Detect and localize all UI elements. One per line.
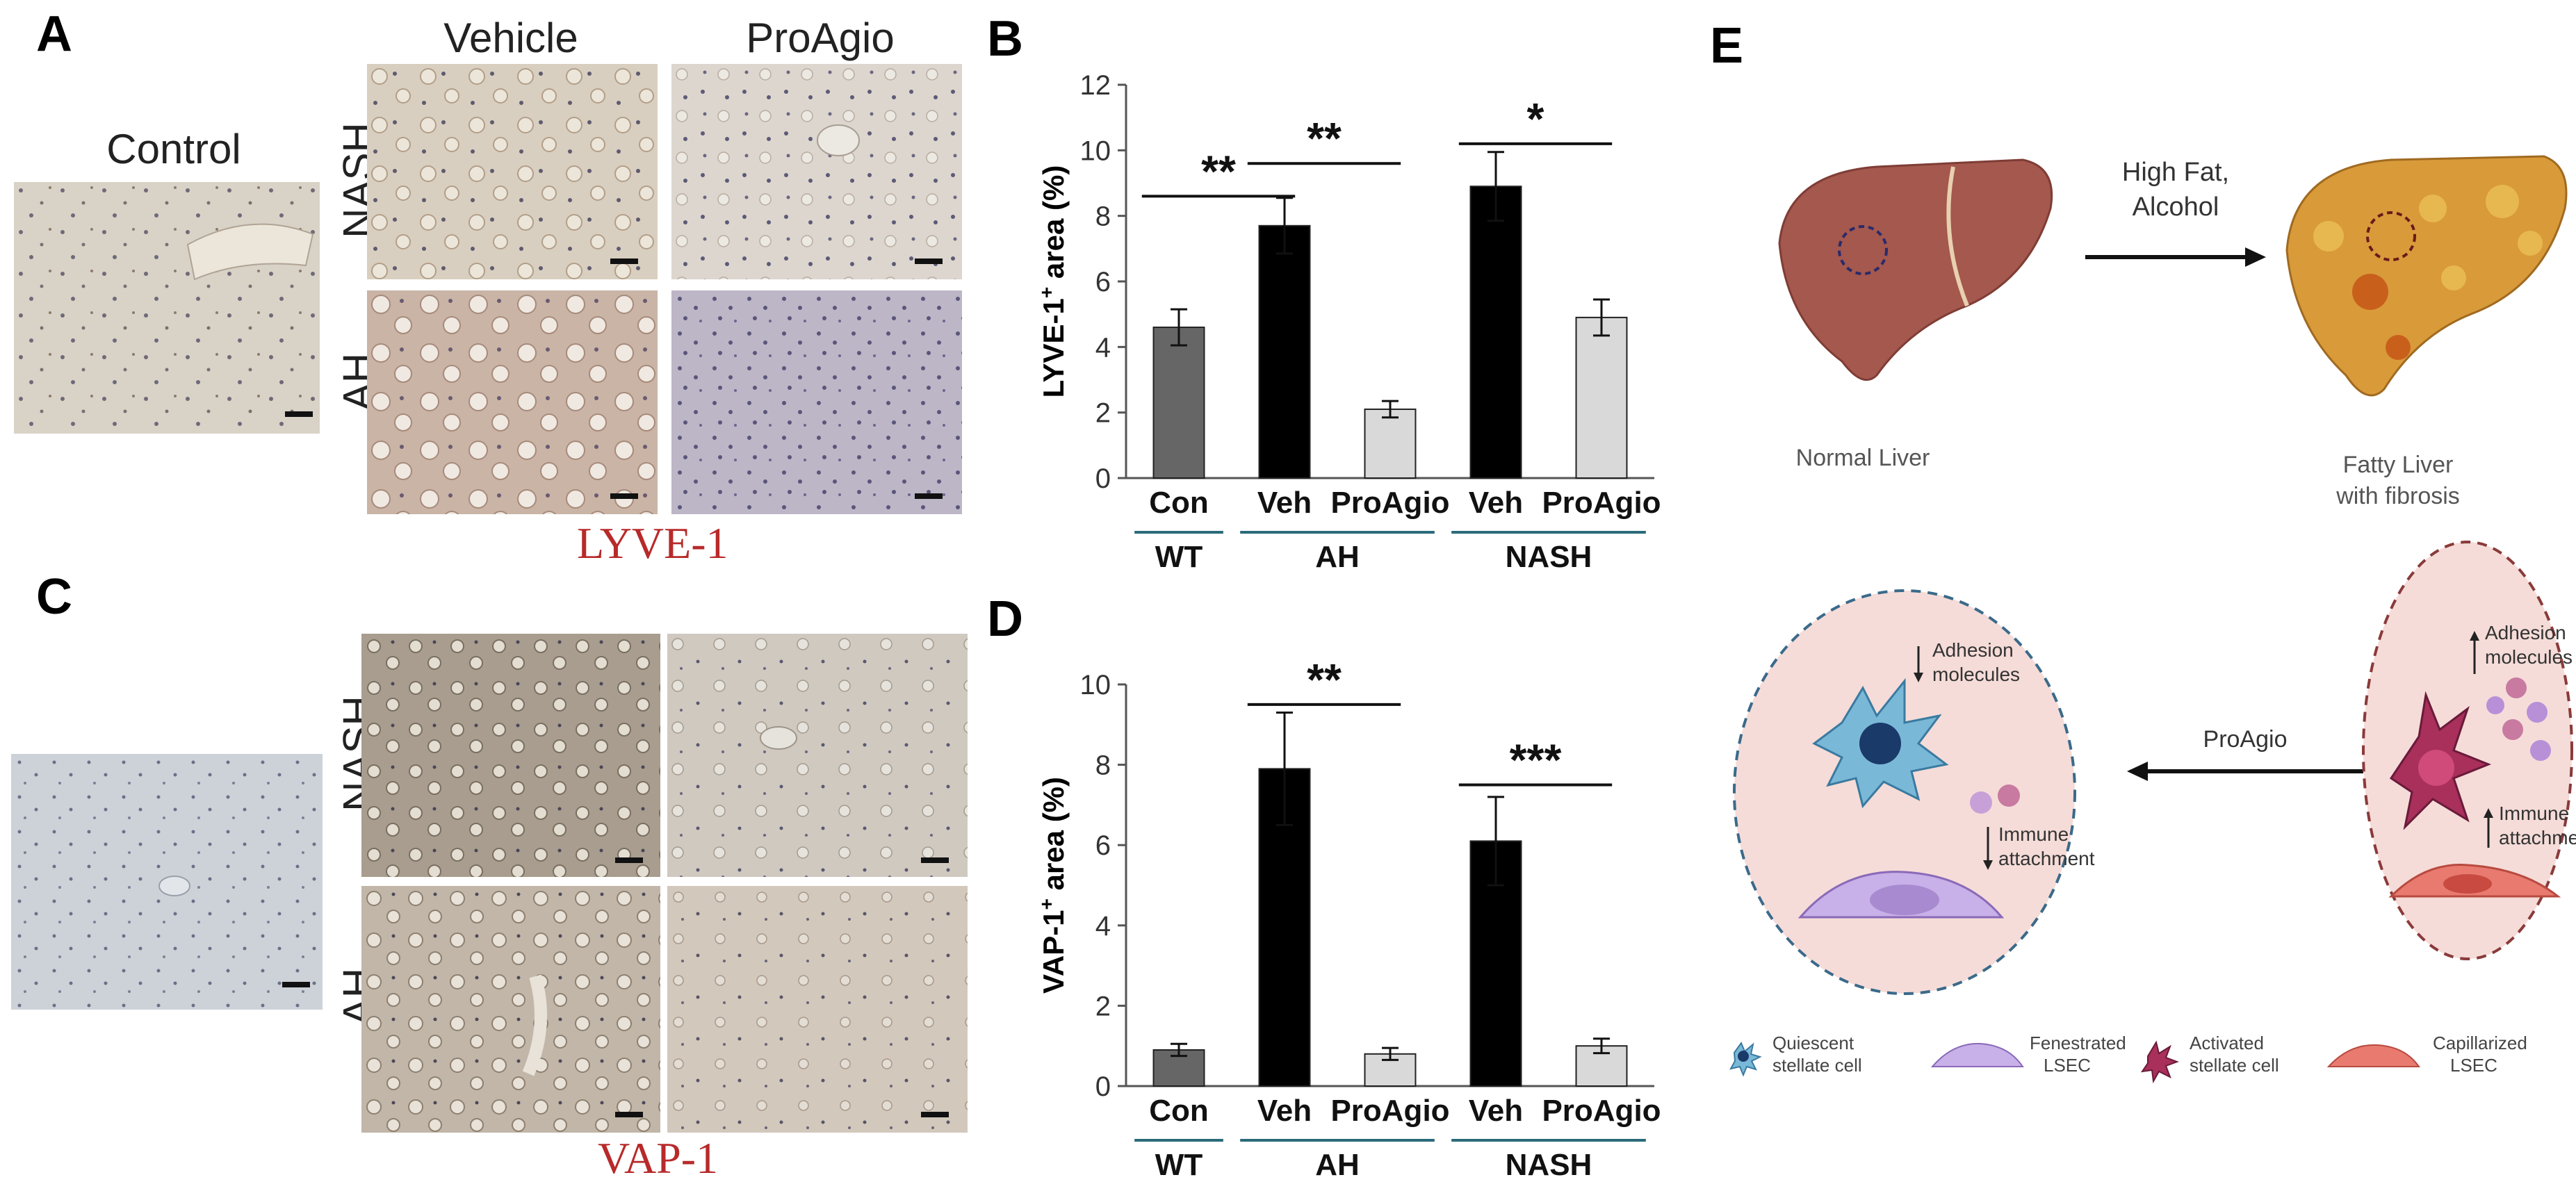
right-adhesion-line2: molecules [2485,646,2573,668]
y-tick-label: 6 [1095,267,1111,297]
svg-text:Capillarized: Capillarized [2433,1033,2527,1053]
schematic-e: E Normal Liver High Fat, Alcohol Fatty L… [1703,18,2576,1188]
category-label-0: Con [1149,1094,1209,1128]
y-tick-label: 0 [1095,1071,1111,1102]
category-label-3: Veh [1469,1094,1523,1128]
right-immune-line1: Immune [2499,803,2569,824]
significance-label-1: ** [1307,113,1342,163]
panel-letter-a: A [36,6,72,62]
legend-capillarized: Capillarized LSEC [2326,1033,2527,1076]
panel-letter-d: D [987,591,1023,647]
y-tick-label: 4 [1095,911,1111,942]
micrograph-lyve1-nash-proagio [671,64,962,279]
right-immune-line2: attachment [2499,827,2576,848]
legend-quiescent: Quiescent stellate cell [1729,1033,1862,1077]
left-adhesion-line1: Adhesion [1932,639,2014,661]
significance-label-1: *** [1510,735,1562,785]
proagio-column-title: ProAgio [746,15,895,61]
y-axis-label: VAP-1+ area (%) [1036,777,1070,994]
bar-0 [1152,327,1205,479]
stain-label-lyve1: LYVE-1 [577,518,728,568]
svg-text:stellate cell: stellate cell [1772,1055,1862,1076]
y-tick-label: 2 [1095,991,1111,1021]
chart-d: D 0 2 4 6 8 10 VAP-1+ area (%) Con Veh ProAgio Veh P… [987,577,1682,1188]
left-immune-line2: attachment [1998,848,2095,869]
micrograph-vap1-control [11,754,323,1010]
bar-3 [1469,186,1522,479]
svg-text:Quiescent: Quiescent [1772,1033,1854,1053]
micrograph-vap1-nash-vehicle [361,634,660,877]
y-tick-label: 6 [1095,830,1111,861]
micrograph-lyve1-control [14,182,320,434]
proagio-arrow-label: ProAgio [2203,726,2288,753]
arrow1-label-line2: Alcohol [2133,192,2219,222]
category-label-1: Veh [1257,486,1312,520]
micrograph-lyve1-ah-proagio [671,290,962,514]
y-tick-label: 2 [1095,398,1111,429]
activated-stellate-cell-icon [2389,691,2492,830]
group-label-2: NASH [1506,1148,1592,1182]
y-tick-label: 12 [1080,70,1111,101]
bar-1 [1258,224,1311,479]
svg-text:stellate cell: stellate cell [2190,1055,2279,1076]
category-label-0: Con [1149,486,1209,520]
left-immune-line1: Immune [1998,823,2069,845]
fatty-liver-icon [2285,155,2568,397]
right-adhesion-line1: Adhesion [2485,622,2566,643]
y-tick-label: 0 [1095,463,1111,494]
y-tick-label: 10 [1080,670,1111,700]
svg-text:Fenestrated: Fenestrated [2030,1033,2126,1053]
chart-b: B 0 2 4 6 8 10 12 LYVE-1+ area (%) Con Veh ProAgio V… [987,0,1682,574]
micrograph-lyve1-ah-vehicle [367,290,658,514]
group-label-0: WT [1155,540,1203,574]
y-tick-label: 4 [1095,332,1111,363]
significance-label-0: ** [1307,655,1342,705]
svg-text:Activated: Activated [2190,1033,2264,1053]
micrograph-lyve1-nash-vehicle [367,64,658,279]
arrow1-label-line1: High Fat, [2122,158,2229,187]
bar-4 [1575,316,1628,479]
y-axis-label: LYVE-1+ area (%) [1036,165,1070,398]
group-label-2: NASH [1506,540,1592,574]
fatty-liver-label-line2: with fibrosis [2335,483,2460,509]
capillarized-lsec-icon [2388,864,2561,898]
fenestrated-lsec-icon [1798,871,2005,919]
panel-letter-e: E [1710,28,1743,74]
svg-text:LSEC: LSEC [2044,1055,2091,1076]
group-label-0: WT [1155,1148,1203,1182]
normal-liver-icon [1778,158,2053,381]
micrograph-vap1-ah-vehicle [361,886,660,1133]
panel-letter-c: C [36,569,72,625]
legend-fenestrated: Fenestrated LSEC [1930,1033,2126,1076]
y-tick-label: 8 [1095,750,1111,781]
fatty-liver-label-line1: Fatty Liver [2343,452,2454,478]
group-label-1: AH [1315,1148,1360,1182]
category-label-2: ProAgio [1330,486,1449,520]
vehicle-column-title: Vehicle [443,15,578,61]
micrograph-vap1-nash-proagio [667,634,968,877]
legend-activated: Activated stellate cell [2140,1033,2279,1084]
y-tick-label: 10 [1080,135,1111,166]
category-label-2: ProAgio [1330,1094,1449,1128]
category-label-4: ProAgio [1542,486,1661,520]
svg-text:LSEC: LSEC [2450,1055,2497,1076]
healthy-sinusoid-circle: Adhesion molecules Immune attachment [1733,589,2095,995]
group-label-1: AH [1315,540,1360,574]
category-label-4: ProAgio [1542,1094,1661,1128]
diseased-sinusoid-circle: Adhesion molecules Immune attachment [2362,541,2576,960]
quiescent-stellate-cell-icon [1812,677,1949,809]
left-adhesion-line2: molecules [1932,664,2020,685]
normal-liver-label: Normal Liver [1796,445,1930,471]
panel-letter-b: B [987,11,1023,67]
category-label-3: Veh [1469,486,1523,520]
y-tick-label: 8 [1095,202,1111,232]
significance-label-2: * [1527,94,1544,144]
stain-label-vap1: VAP-1 [598,1133,719,1183]
micrograph-vap1-ah-proagio [667,886,968,1133]
legend: Quiescent stellate cell Fenestrated LSEC… [1729,1033,2527,1084]
category-label-1: Veh [1257,1094,1312,1128]
significance-label-0: ** [1201,146,1236,196]
bar-2 [1364,408,1417,479]
control-title: Control [106,126,241,172]
